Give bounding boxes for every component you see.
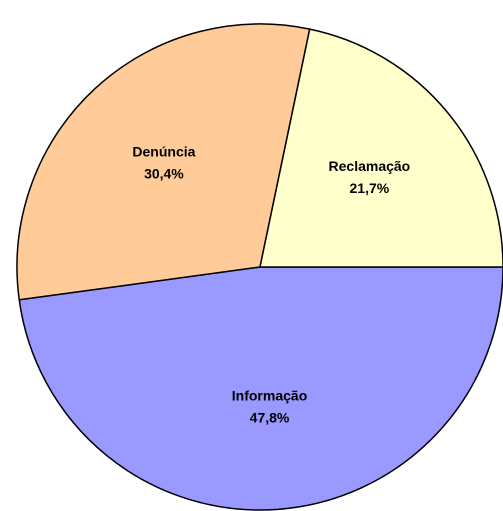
- slice-value-label: 47,8%: [250, 409, 290, 425]
- pie-slice: [16, 23, 311, 301]
- slice-value-label: 21,7%: [350, 180, 390, 196]
- slice-label: Informação: [232, 387, 307, 403]
- slice-label: Reclamação: [329, 158, 411, 174]
- slice-value-label: 30,4%: [144, 166, 184, 182]
- slice-label: Denúncia: [132, 144, 195, 160]
- pie-slice: [259, 28, 503, 268]
- pie-slice: [18, 266, 503, 511]
